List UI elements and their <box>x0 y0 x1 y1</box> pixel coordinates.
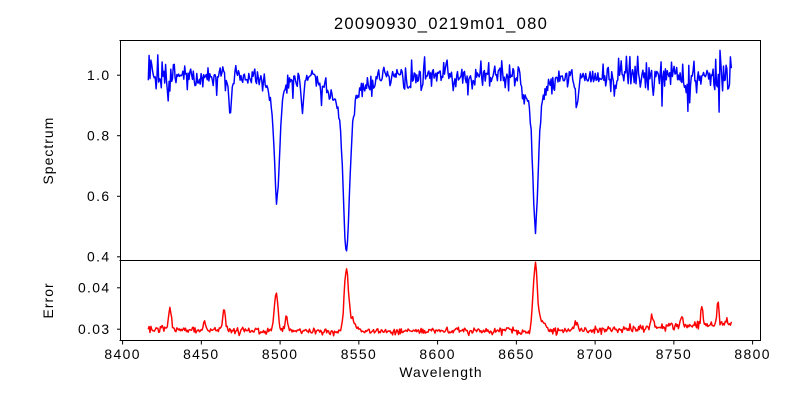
svg-text:8550: 8550 <box>341 346 377 362</box>
svg-text:8800: 8800 <box>734 346 770 362</box>
svg-text:0.8: 0.8 <box>87 128 110 144</box>
svg-text:0.4: 0.4 <box>87 249 110 265</box>
svg-text:8400: 8400 <box>104 346 140 362</box>
svg-text:1.0: 1.0 <box>87 67 110 83</box>
svg-text:8500: 8500 <box>262 346 298 362</box>
svg-text:8600: 8600 <box>419 346 455 362</box>
svg-text:20090930_0219m01_080: 20090930_0219m01_080 <box>334 14 548 33</box>
svg-text:0.03: 0.03 <box>78 321 111 337</box>
svg-text:8650: 8650 <box>498 346 534 362</box>
svg-text:0.6: 0.6 <box>87 188 110 204</box>
svg-text:Wavelength: Wavelength <box>399 364 482 380</box>
svg-text:Spectrum: Spectrum <box>40 117 56 185</box>
svg-text:8700: 8700 <box>577 346 613 362</box>
svg-text:8450: 8450 <box>183 346 219 362</box>
svg-text:0.04: 0.04 <box>78 280 111 296</box>
svg-text:Error: Error <box>40 282 56 318</box>
svg-text:8750: 8750 <box>656 346 692 362</box>
